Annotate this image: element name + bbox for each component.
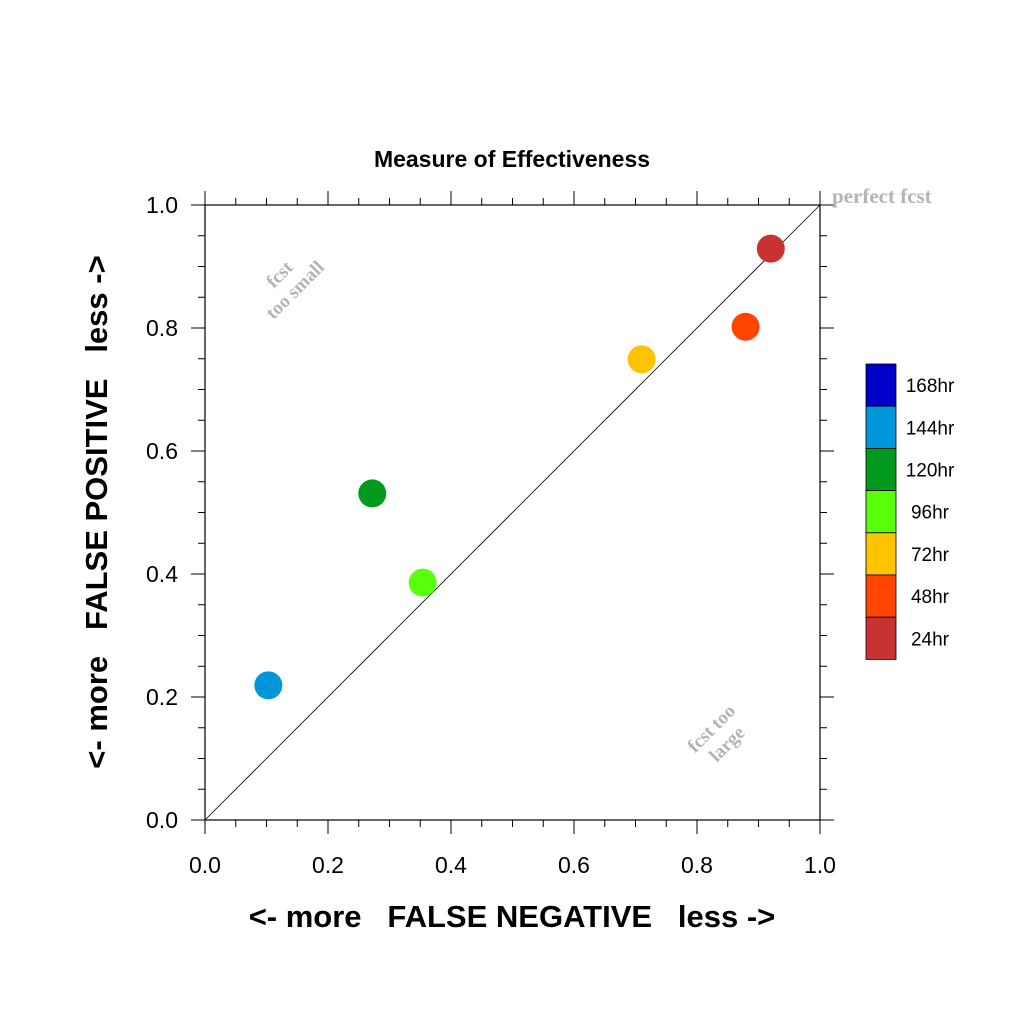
point-24hr <box>756 234 785 263</box>
legend-label-24hr: 24hr <box>911 629 950 650</box>
point-48hr <box>731 312 760 341</box>
axis-tick-labels: 0.0 0.2 0.4 0.6 0.8 1.0 0.0 0.2 0.4 0.6 0.8 1.0 <box>146 192 836 878</box>
data-points <box>254 234 785 700</box>
legend-swatch-72hr <box>865 532 897 576</box>
legend-swatch-144hr <box>865 405 897 449</box>
x-tick-label: 0.6 <box>558 852 590 878</box>
perfect-forecast-line <box>204 204 821 821</box>
legend-label-144hr: 144hr <box>906 418 955 439</box>
axis-ticks <box>191 191 834 834</box>
legend: 168hr 144hr 120hr 96hr 72hr 48hr 24hr <box>865 363 955 660</box>
point-120hr <box>358 479 387 508</box>
legend-swatch-48hr <box>865 574 897 618</box>
y-tick-label: 0.2 <box>146 684 178 710</box>
x-tick-label: 0.0 <box>189 852 221 878</box>
legend-label-120hr: 120hr <box>906 461 955 482</box>
x-tick-label: 0.2 <box>312 852 344 878</box>
legend-swatch-168hr <box>865 363 897 407</box>
y-tick-label: 0.4 <box>146 561 178 587</box>
point-72hr <box>627 345 656 374</box>
legend-label-96hr: 96hr <box>911 503 950 524</box>
y-tick-label: 0.0 <box>146 807 178 833</box>
legend-label-48hr: 48hr <box>911 587 950 608</box>
y-tick-label: 0.6 <box>146 438 178 464</box>
x-tick-label: 0.4 <box>435 852 467 878</box>
x-tick-label: 0.8 <box>681 852 713 878</box>
x-axis-label: <- more FALSE NEGATIVE less -> <box>249 899 776 934</box>
y-tick-label: 0.8 <box>146 315 178 341</box>
y-axis-label: <- more FALSE POSITIVE less -> <box>79 255 114 768</box>
y-tick-label: 1.0 <box>146 192 178 218</box>
point-96hr <box>408 568 437 597</box>
legend-swatch-96hr <box>865 490 897 534</box>
legend-label-168hr: 168hr <box>906 376 955 397</box>
chart-title: Measure of Effectiveness <box>374 146 650 172</box>
annotation-fcst-too-small: fcst too small <box>262 257 329 324</box>
annotation-fcst-too-large: fcst too large <box>684 701 750 767</box>
annotation-perfect-fcst: perfect fcst <box>832 184 932 208</box>
legend-label-72hr: 72hr <box>911 545 950 566</box>
legend-swatch-120hr <box>865 447 897 491</box>
point-144hr <box>254 671 283 700</box>
x-tick-label: 1.0 <box>804 852 836 878</box>
legend-swatch-24hr <box>865 616 897 660</box>
